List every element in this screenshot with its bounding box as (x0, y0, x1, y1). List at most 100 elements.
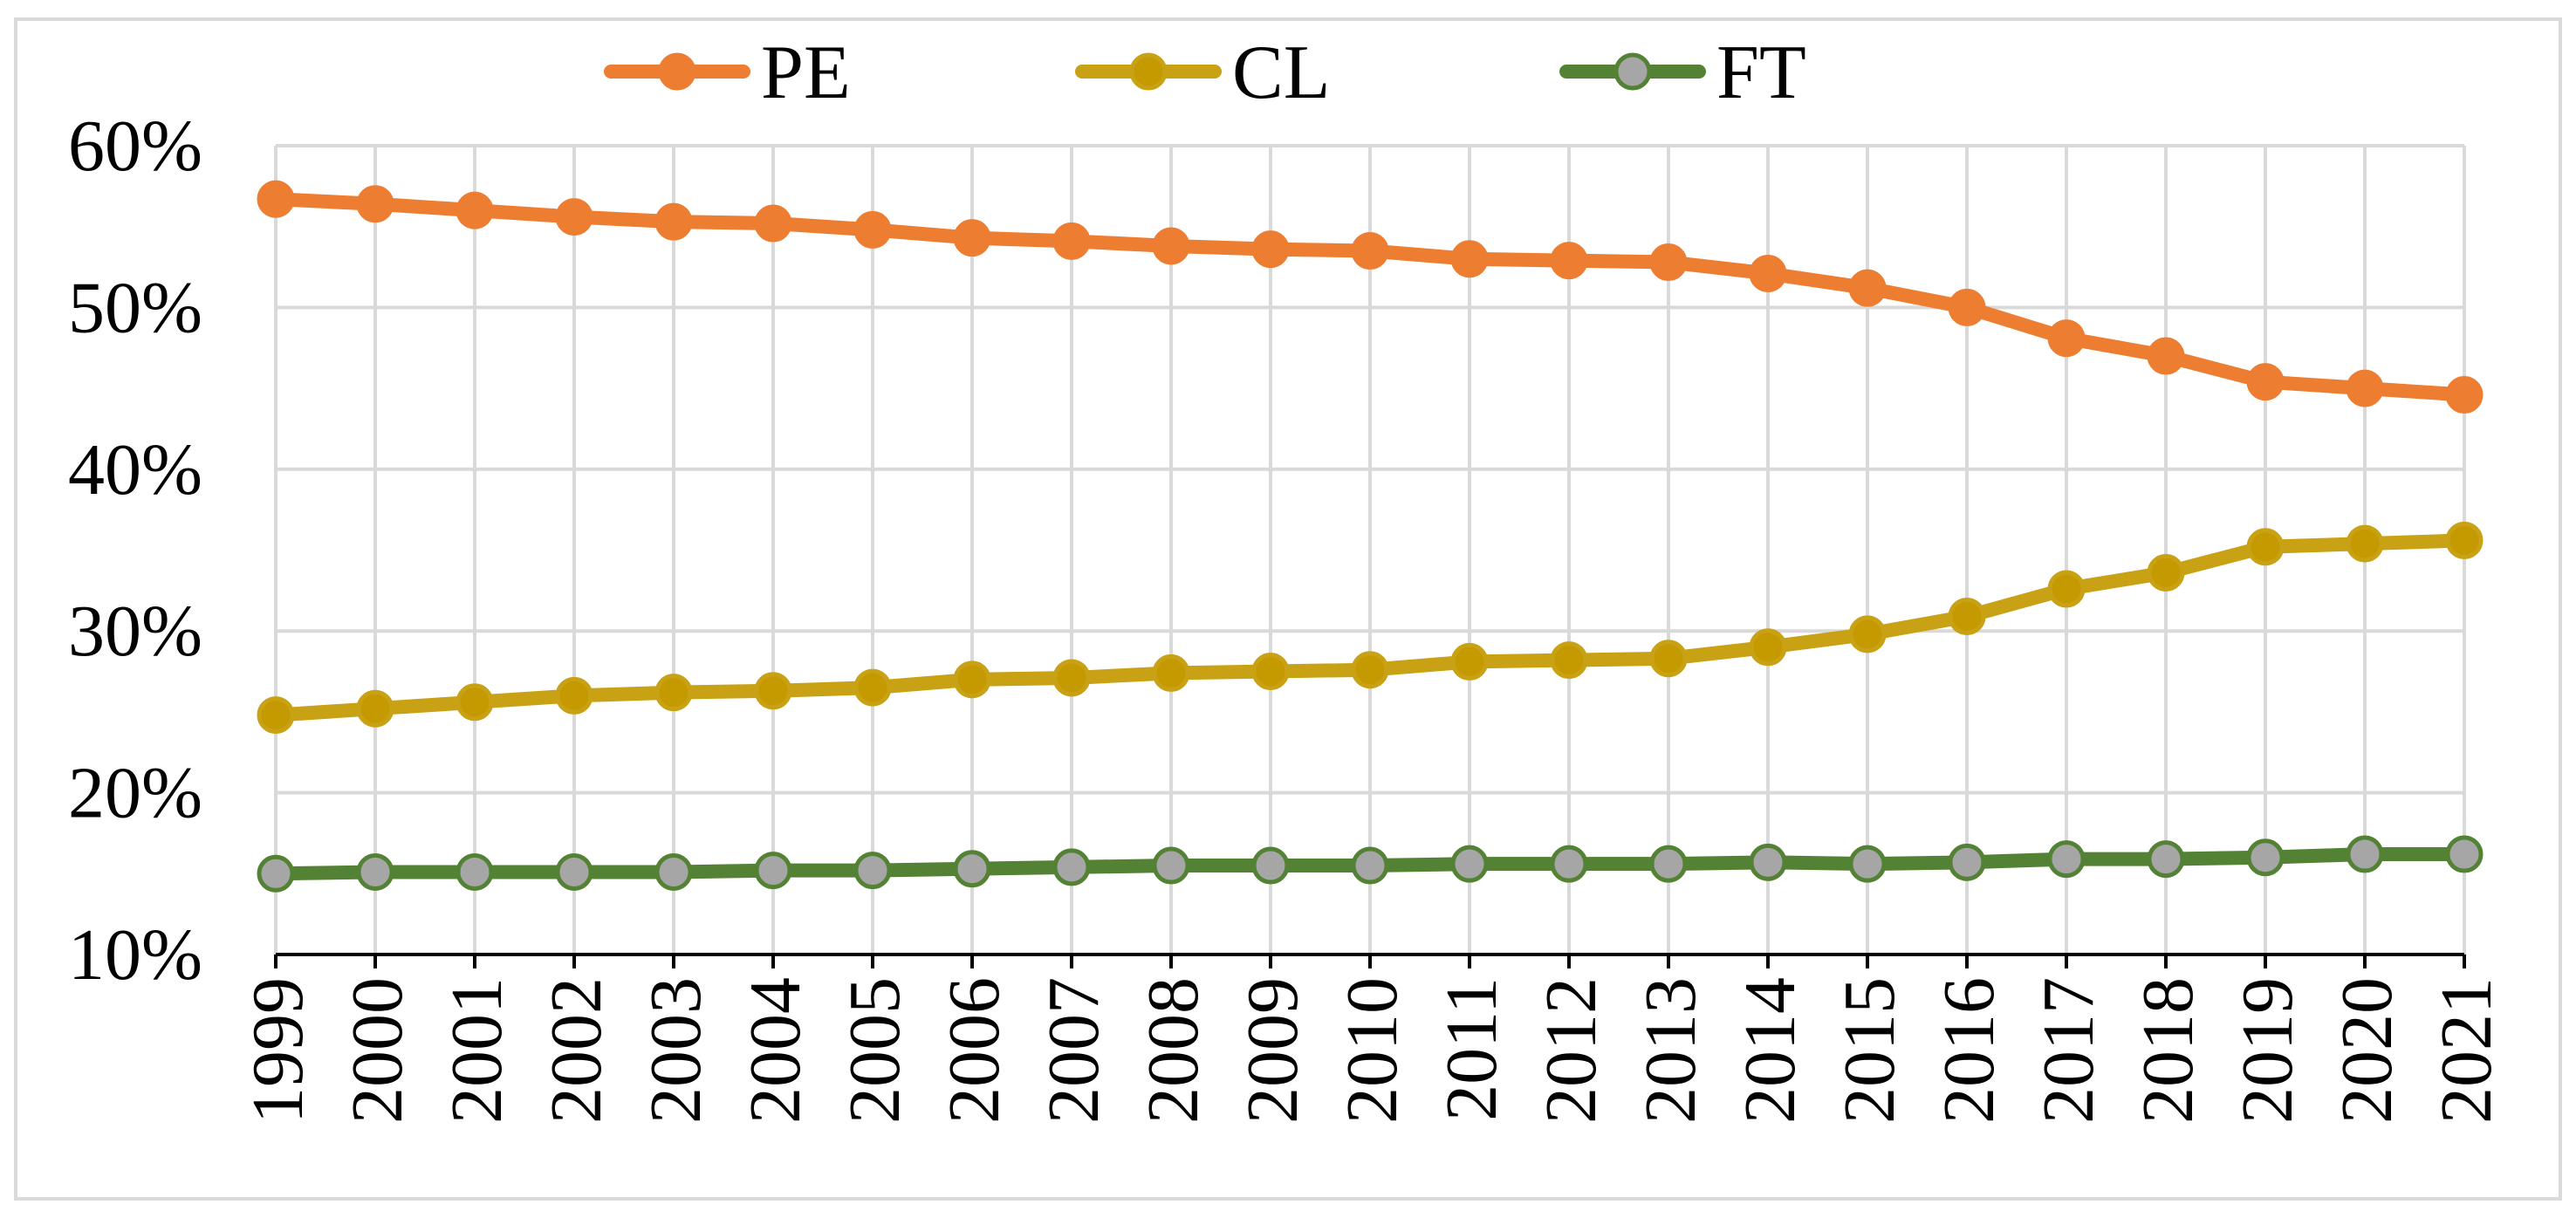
x-tick-label: 2017 (2028, 977, 2109, 1124)
x-tick-label: 2016 (1929, 977, 2010, 1124)
data-point-ft (654, 852, 693, 891)
y-tick-label: 30% (68, 591, 202, 672)
data-point-ft (1351, 846, 1389, 885)
data-point-cl (1749, 628, 1787, 667)
x-tick-label: 2004 (735, 977, 816, 1124)
x-tick-label: 2018 (2127, 977, 2209, 1124)
data-point-cl (1052, 659, 1091, 697)
data-point-ft (953, 850, 991, 888)
x-tick-label: 2013 (1630, 977, 1711, 1124)
data-point-cl (555, 676, 593, 715)
legend-marker-ft (1613, 52, 1652, 91)
data-point-cl (1450, 642, 1489, 681)
data-point-ft (2445, 835, 2484, 873)
series-group (257, 180, 2484, 893)
data-point-pe (1649, 243, 1688, 281)
data-point-ft (356, 852, 394, 891)
x-tick-label: 2012 (1531, 977, 1612, 1124)
data-point-ft (1450, 845, 1489, 883)
chart-border (14, 17, 2562, 1201)
data-point-ft (1749, 843, 1787, 881)
data-point-ft (2346, 835, 2384, 873)
x-tick-label: 2020 (2326, 977, 2408, 1124)
data-point-cl (1351, 651, 1389, 689)
data-point-ft (754, 852, 792, 890)
data-point-pe (555, 198, 593, 236)
data-point-pe (2346, 369, 2384, 407)
x-tick-label: 2000 (337, 977, 418, 1124)
y-tick-label: 50% (68, 267, 202, 348)
data-point-cl (754, 672, 792, 710)
x-tick-label: 2007 (1033, 977, 1114, 1124)
data-point-cl (953, 660, 991, 699)
data-point-ft (456, 852, 494, 891)
data-point-pe (953, 219, 991, 257)
x-tick-label: 1999 (237, 977, 319, 1124)
x-tick-label: 2015 (1829, 977, 1910, 1124)
data-point-pe (2246, 363, 2285, 401)
data-point-cl (2147, 553, 2185, 592)
data-point-cl (1152, 653, 1190, 692)
data-point-cl (2346, 524, 2384, 563)
data-point-pe (356, 185, 394, 223)
data-point-cl (356, 689, 394, 728)
x-tick-label: 2014 (1730, 977, 1811, 1124)
data-point-ft (1848, 845, 1887, 883)
y-tick-label: 10% (68, 914, 202, 996)
data-point-pe (1948, 288, 1986, 326)
data-point-ft (1052, 848, 1091, 886)
data-point-pe (754, 204, 792, 243)
x-tick-label: 2001 (436, 977, 517, 1124)
data-point-cl (456, 683, 494, 722)
data-point-cl (2445, 521, 2484, 559)
data-point-cl (1550, 641, 1588, 680)
data-point-pe (2147, 337, 2185, 375)
x-tick-label: 2010 (1332, 977, 1413, 1124)
legend-marker-pe (658, 52, 696, 91)
y-tick-label: 20% (68, 753, 202, 834)
data-point-cl (2047, 570, 2086, 608)
data-point-ft (1152, 846, 1190, 885)
data-point-ft (2246, 838, 2285, 877)
x-tick-label: 2006 (934, 977, 1015, 1124)
data-point-ft (2047, 840, 2086, 879)
data-point-cl (1649, 640, 1688, 678)
legend-label-pe: PE (761, 31, 851, 115)
data-point-pe (1351, 232, 1389, 270)
data-point-pe (654, 202, 693, 241)
data-point-pe (1848, 269, 1887, 307)
data-point-cl (654, 674, 693, 712)
legend-label-ft: FT (1716, 31, 1806, 115)
x-tick-label: 2019 (2227, 977, 2308, 1124)
data-point-ft (1649, 845, 1688, 883)
legend-label-cl: CL (1232, 31, 1330, 115)
data-point-pe (1749, 254, 1787, 292)
data-point-cl (853, 668, 892, 707)
x-tick-label: 2002 (536, 977, 617, 1124)
data-point-cl (1848, 615, 1887, 653)
data-point-cl (2246, 528, 2285, 566)
data-point-cl (1251, 653, 1290, 691)
y-tick-label: 40% (68, 429, 202, 510)
data-point-ft (1550, 845, 1588, 883)
data-point-ft (2147, 840, 2185, 879)
data-point-pe (1152, 227, 1190, 265)
data-point-pe (456, 191, 494, 229)
x-tick-label: 2021 (2426, 977, 2507, 1124)
data-point-ft (853, 852, 892, 890)
data-point-pe (1450, 240, 1489, 278)
data-point-pe (1550, 242, 1588, 280)
data-point-pe (257, 180, 295, 218)
x-tick-label: 2003 (635, 977, 716, 1124)
data-point-cl (1948, 598, 1986, 636)
x-tick-label: 2009 (1232, 977, 1313, 1124)
legend: PE CL FT (604, 31, 1806, 115)
axes: 10%20%30%40%50%60%1999 2000 2001 2002 2003 20… (68, 106, 2507, 1124)
data-point-pe (2047, 319, 2086, 358)
data-point-ft (555, 852, 593, 891)
x-tick-label: 2011 (1431, 977, 1512, 1121)
data-point-ft (1948, 843, 1986, 881)
data-point-ft (257, 854, 295, 893)
